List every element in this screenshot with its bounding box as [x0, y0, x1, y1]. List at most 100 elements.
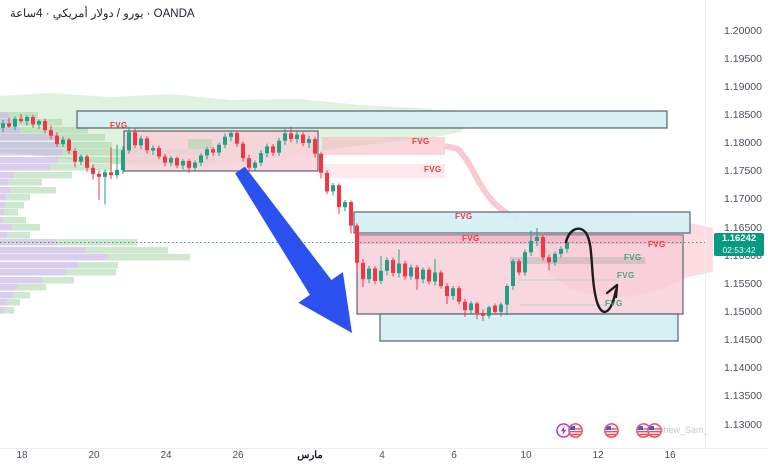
author-watermark: Nephew_Sam_	[647, 425, 709, 435]
price-axis-label: 1.19500	[724, 52, 762, 65]
volume-profile-buy	[0, 299, 7, 306]
volume-profile-buy	[0, 307, 4, 314]
volume-profile-sell	[7, 299, 20, 306]
volume-profile-sell	[6, 194, 30, 201]
volume-profile-buy	[0, 149, 62, 156]
candles	[1, 114, 569, 321]
volume-profile-buy	[0, 247, 86, 254]
price-axis-label: 1.18500	[724, 108, 762, 121]
time-axis-label: 12	[592, 450, 604, 461]
blue-down-arrow[interactable]	[235, 166, 352, 333]
fvg-gray-strip	[510, 257, 645, 264]
volume-profile-buy	[0, 119, 12, 126]
fvg-cyan-mid[interactable]	[353, 211, 691, 234]
fvg-zone-label: FVG	[605, 299, 623, 308]
volume-profile-buy	[0, 232, 7, 239]
volume-profile-sell	[8, 179, 42, 186]
volume-profile-sell	[3, 217, 26, 224]
price-axis-label: 1.14000	[724, 362, 762, 375]
volume-profile-buy	[0, 157, 58, 164]
fvg-zone-label: FVG	[424, 165, 442, 174]
price-axis-label: 1.13000	[724, 418, 762, 431]
fvg-zone-label: FVG	[412, 137, 430, 146]
pink-fvg-band	[322, 164, 445, 178]
price-axis-label: 1.19000	[724, 80, 762, 93]
volume-profile-buy	[0, 127, 20, 134]
bar-countdown: 02:53:42	[722, 245, 756, 255]
volume-profile-sell	[7, 232, 30, 239]
us-flag-event-icon[interactable]	[647, 423, 662, 443]
volume-profile-buy	[0, 172, 14, 179]
fvg-dark-pink-strip	[357, 235, 683, 244]
black-curve-arrow[interactable]	[564, 227, 618, 314]
time-axis-label: 18	[16, 450, 28, 461]
price-axis-label: 1.17000	[724, 193, 762, 206]
fvg-zone-label: FVG	[462, 234, 480, 243]
last-price-badge[interactable]: 1.16242 02:53:42	[714, 233, 764, 256]
price-axis-label: 1.14500	[724, 334, 762, 347]
volume-profile-buy	[0, 194, 6, 201]
volume-profile-buy	[0, 254, 108, 261]
volume-profile-sell	[50, 164, 112, 171]
volume-profile-buy	[0, 112, 8, 119]
volume-profile-sell	[17, 284, 46, 291]
volume-profile-buy	[0, 269, 65, 276]
price-axis-label: 1.15500	[724, 277, 762, 290]
fvg-zone-label: FVG	[617, 271, 635, 280]
demand-cyan-bottom[interactable]	[379, 313, 679, 342]
volume-profile-sell	[20, 127, 88, 134]
price-axis-label: 1.16500	[724, 221, 762, 234]
volume-profile-sell	[65, 269, 116, 276]
volume-profile-buy	[0, 142, 60, 149]
volume-profile-sell	[5, 202, 24, 209]
time-axis-separator	[0, 448, 768, 449]
time-axis-label: 20	[88, 450, 100, 461]
time-axis-label: 4	[379, 450, 385, 461]
time-axis-label: 6	[451, 450, 457, 461]
volume-profile-buy	[0, 262, 78, 269]
volume-profile-buy	[0, 134, 57, 141]
pink-fvg-band	[322, 137, 445, 155]
volume-profile-sell	[4, 209, 18, 216]
price-axis-label: 1.13500	[724, 390, 762, 403]
price-axis-label: 1.18000	[724, 137, 762, 150]
volume-profile-sell	[12, 224, 40, 231]
volume-profile-sell	[4, 307, 14, 314]
volume-profile-sell	[8, 112, 38, 119]
us-flag-event-icon[interactable]	[568, 423, 583, 443]
fvg-zone-label: FVG	[455, 212, 473, 221]
volume-profile-buy	[0, 209, 4, 216]
time-axis-label: 24	[160, 450, 172, 461]
volume-profile-sell	[13, 292, 30, 299]
volume-profile-buy	[0, 202, 5, 209]
volume-profile-buy	[0, 164, 50, 171]
volume-profile-sell	[78, 262, 118, 269]
time-axis-label: 26	[232, 450, 244, 461]
volume-profile-buy	[0, 217, 3, 224]
supply-cyan-top[interactable]	[76, 110, 668, 129]
volume-profile-sell	[14, 172, 72, 179]
time-axis-label: 10	[520, 450, 532, 461]
time-axis-label: 16	[664, 450, 676, 461]
price-axis-label: 1.20000	[724, 24, 762, 37]
price-axis-label: 1.15000	[724, 305, 762, 318]
green-patch	[188, 139, 212, 149]
volume-profile-sell	[42, 277, 74, 284]
volume-profile-buy	[0, 187, 10, 194]
volume-profile-sell	[10, 187, 56, 194]
symbol-title[interactable]: OANDA · يورو / دولار أمريكي · 4ساعة	[10, 8, 195, 20]
volume-profile-sell	[60, 142, 112, 149]
volume-profile-sell	[86, 247, 168, 254]
fvg-zone-label: FVG	[648, 240, 666, 249]
volume-profile-buy	[0, 224, 12, 231]
volume-profile-buy	[0, 179, 8, 186]
us-flag-event-icon[interactable]	[604, 423, 619, 443]
price-axis-label: 1.17500	[724, 165, 762, 178]
volume-profile-sell	[57, 134, 105, 141]
volume-profile-buy	[0, 292, 13, 299]
volume-profile-buy	[0, 284, 17, 291]
volume-profile-buy	[0, 277, 42, 284]
last-price-value: 1.16242	[721, 233, 757, 244]
